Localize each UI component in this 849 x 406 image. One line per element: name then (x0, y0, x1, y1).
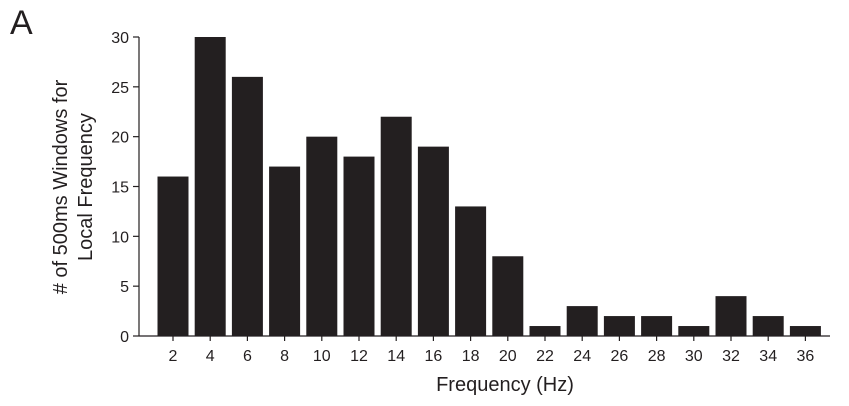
panel-label: A (10, 4, 33, 42)
y-ticks-group: 0 5 10 15 20 25 30 (111, 30, 139, 346)
bar-36 (789, 326, 821, 336)
x-tick-label: 18 (462, 348, 480, 365)
x-tick-label: 2 (169, 348, 178, 365)
x-tick-label: 32 (722, 348, 740, 365)
x-tick-label: 4 (206, 348, 215, 365)
y-tick-label: 15 (111, 180, 129, 197)
x-tick-label: 36 (797, 348, 815, 365)
y-tick-label: 10 (111, 229, 129, 246)
x-tick-label: 10 (313, 348, 331, 365)
x-ticks-group: 2 4 6 8 10 12 14 16 18 20 22 24 26 28 30 32 34 36 (169, 336, 815, 365)
bar-22 (529, 326, 561, 336)
x-tick-label: 16 (425, 348, 443, 365)
y-tick-label: 25 (111, 80, 129, 97)
bar-14 (380, 116, 412, 336)
bar-16 (417, 146, 449, 336)
bar-2 (157, 176, 189, 336)
bar-30 (678, 326, 710, 336)
x-tick-label: 20 (499, 348, 517, 365)
x-tick-label: 24 (573, 348, 591, 365)
y-axis-title: # of 500ms Windows for Local Frequency (50, 79, 97, 294)
bar-24 (566, 306, 598, 336)
x-axis-title: Frequency (Hz) (436, 374, 574, 396)
bar-4 (194, 37, 226, 336)
y-axis-title-line-1: # of 500ms Windows for (50, 79, 72, 294)
x-tick-label: 14 (387, 348, 405, 365)
x-tick-label: 8 (280, 348, 289, 365)
bar-8 (269, 166, 301, 336)
x-tick-label: 28 (648, 348, 666, 365)
bar-20 (492, 256, 524, 336)
bar-6 (231, 76, 263, 336)
y-axis-title-line-2: Local Frequency (75, 113, 97, 261)
bars-group (157, 37, 821, 336)
x-tick-label: 12 (350, 348, 368, 365)
y-tick-label: 0 (120, 329, 129, 346)
bar-28 (641, 316, 673, 336)
x-tick-label: 30 (685, 348, 703, 365)
y-tick-label: 30 (111, 30, 129, 47)
x-tick-label: 26 (611, 348, 629, 365)
y-tick-label: 20 (111, 130, 129, 147)
x-tick-label: 6 (243, 348, 252, 365)
bar-32 (715, 296, 747, 336)
bar-12 (343, 156, 375, 336)
bar-10 (306, 136, 338, 336)
bar-26 (603, 316, 635, 336)
bar-18 (455, 206, 487, 336)
bar-34 (752, 316, 784, 336)
x-tick-label: 34 (759, 348, 777, 365)
x-tick-label: 22 (536, 348, 554, 365)
y-tick-label: 5 (120, 279, 129, 296)
